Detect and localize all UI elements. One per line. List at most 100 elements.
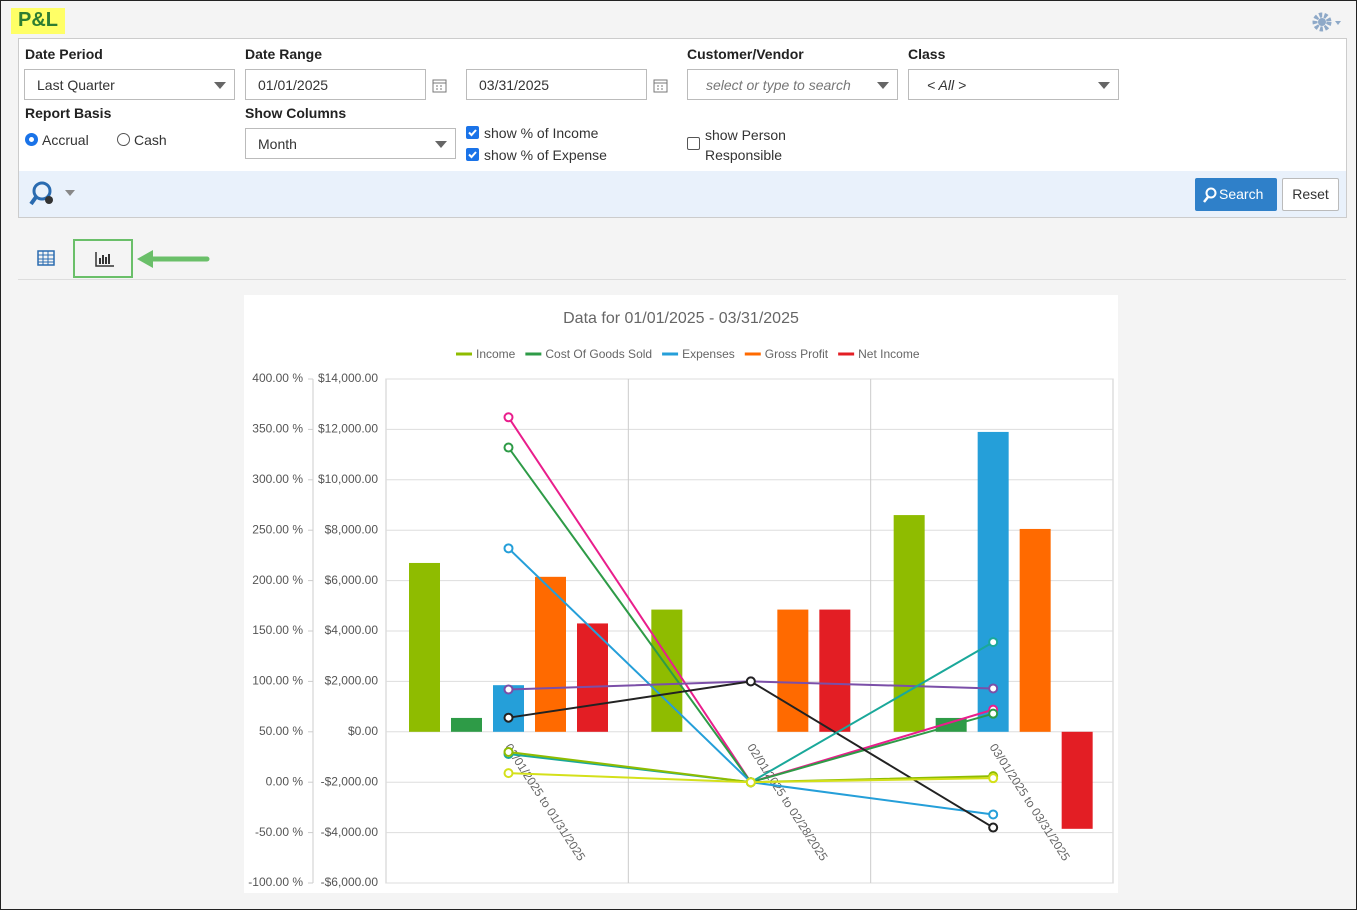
class-select[interactable]: < All >: [908, 69, 1119, 100]
bar: [1061, 731, 1093, 829]
bar: [451, 717, 482, 732]
chart-view[interactable]: [73, 239, 133, 278]
checkbox[interactable]: [466, 148, 479, 161]
y-tick-label: -$2,000.00: [321, 774, 379, 788]
end-date[interactable]: 03/31/2025: [466, 69, 647, 100]
point: [503, 746, 514, 757]
label: Show Columns: [245, 105, 347, 121]
button-text: Search: [1219, 186, 1264, 202]
point: [988, 809, 999, 820]
value: < All >: [927, 77, 967, 93]
title-bg: [11, 8, 65, 34]
toolbar: [19, 171, 1346, 217]
y2-tick-label: 100.00 %: [252, 674, 303, 688]
bar: [409, 562, 440, 732]
y-tick-label: $10,000.00: [318, 472, 378, 486]
legend-label: Net Income: [858, 347, 920, 361]
value: 03/31/2025: [479, 77, 550, 93]
y2-tick-label: 0.00 %: [266, 774, 304, 788]
y-tick-label: $8,000.00: [325, 522, 379, 536]
columns-select[interactable]: Month: [245, 128, 456, 159]
radio[interactable]: [25, 133, 38, 146]
checkbox-label: show % of Income: [484, 125, 599, 141]
bar: [977, 431, 1009, 732]
label: Date Range: [245, 46, 323, 62]
calendar-icon[interactable]: [653, 78, 668, 93]
table-view[interactable]: [37, 250, 55, 266]
bar: [577, 623, 608, 732]
legend-label: Income: [476, 347, 516, 361]
bar: [893, 515, 925, 732]
y2-tick-label: 300.00 %: [252, 472, 303, 486]
search-icon: [1203, 187, 1217, 203]
y2-tick-label: 50.00 %: [259, 724, 303, 738]
label: Report Basis: [25, 105, 112, 121]
customer-select[interactable]: select or type to search: [687, 69, 898, 100]
y-tick-label: $12,000.00: [318, 422, 378, 436]
start-date[interactable]: 01/01/2025: [245, 69, 426, 100]
y2-tick-label: -100.00 %: [248, 875, 303, 889]
arrow: [137, 250, 210, 268]
legend-label: Cost Of Goods Sold: [545, 347, 652, 361]
x-tick-label: 03/01/2025 to 03/31/2025: [987, 741, 1073, 864]
calendar-icon[interactable]: [432, 78, 447, 93]
y-tick-label: $2,000.00: [325, 674, 379, 688]
chart-title: Data for 01/01/2025 - 03/31/2025: [563, 310, 799, 327]
y2-tick-label: 150.00 %: [252, 623, 303, 637]
bar: [1019, 528, 1051, 732]
radio-label: Cash: [134, 132, 167, 148]
point: [503, 712, 514, 723]
y-tick-label: -$6,000.00: [321, 875, 379, 889]
y2-tick-label: 200.00 %: [252, 573, 303, 587]
point: [988, 773, 999, 784]
y-tick-label: $4,000.00: [325, 623, 379, 637]
label: Class: [908, 46, 946, 62]
y2-tick-label: -50.00 %: [255, 825, 303, 839]
period-select[interactable]: Last Quarter: [24, 69, 235, 100]
y-tick-label: $14,000.00: [318, 371, 378, 385]
y-tick-label: $6,000.00: [325, 573, 379, 587]
point: [988, 637, 999, 648]
label: Customer/Vendor: [687, 46, 804, 62]
value: Month: [258, 136, 297, 152]
point: [988, 683, 999, 694]
bar: [777, 609, 809, 732]
point: [503, 543, 514, 554]
y2-tick-label: 350.00 %: [252, 422, 303, 436]
search-options[interactable]: [29, 179, 79, 211]
checkbox[interactable]: [687, 137, 700, 150]
checkbox-label: show Person Responsible: [705, 127, 786, 163]
x-tick-label: 02/01/2025 to 02/28/2025: [744, 741, 830, 864]
point: [503, 768, 514, 779]
legend-label: Gross Profit: [765, 347, 829, 361]
point: [745, 676, 756, 687]
bar: [819, 609, 851, 732]
radio[interactable]: [117, 133, 130, 146]
point: [988, 708, 999, 719]
radio-label: Accrual: [42, 132, 89, 148]
settings-gear[interactable]: [1311, 11, 1347, 35]
y2-tick-label: 250.00 %: [252, 522, 303, 536]
checkbox[interactable]: [466, 126, 479, 139]
chart-icon: [95, 252, 114, 267]
checkbox-label: show % of Expense: [484, 147, 607, 163]
legend-label: Expenses: [682, 347, 735, 361]
label: Date Period: [25, 46, 103, 62]
bar: [535, 576, 566, 732]
placeholder: select or type to search: [706, 77, 851, 93]
point: [745, 777, 756, 788]
divider: [18, 279, 1346, 280]
point: [503, 684, 514, 695]
point: [503, 412, 514, 423]
y2-tick-label: 400.00 %: [252, 371, 303, 385]
reset-button[interactable]: Reset: [1282, 178, 1339, 211]
point: [988, 822, 999, 833]
chart: Data for 01/01/2025 - 03/31/2025 -$6,000…: [244, 295, 1118, 893]
value: 01/01/2025: [258, 77, 329, 93]
point: [503, 442, 514, 453]
page-title: P&L: [18, 9, 58, 31]
y-tick-label: -$4,000.00: [321, 825, 379, 839]
y-tick-label: $0.00: [348, 724, 378, 738]
search-button[interactable]: Search: [1195, 178, 1277, 211]
